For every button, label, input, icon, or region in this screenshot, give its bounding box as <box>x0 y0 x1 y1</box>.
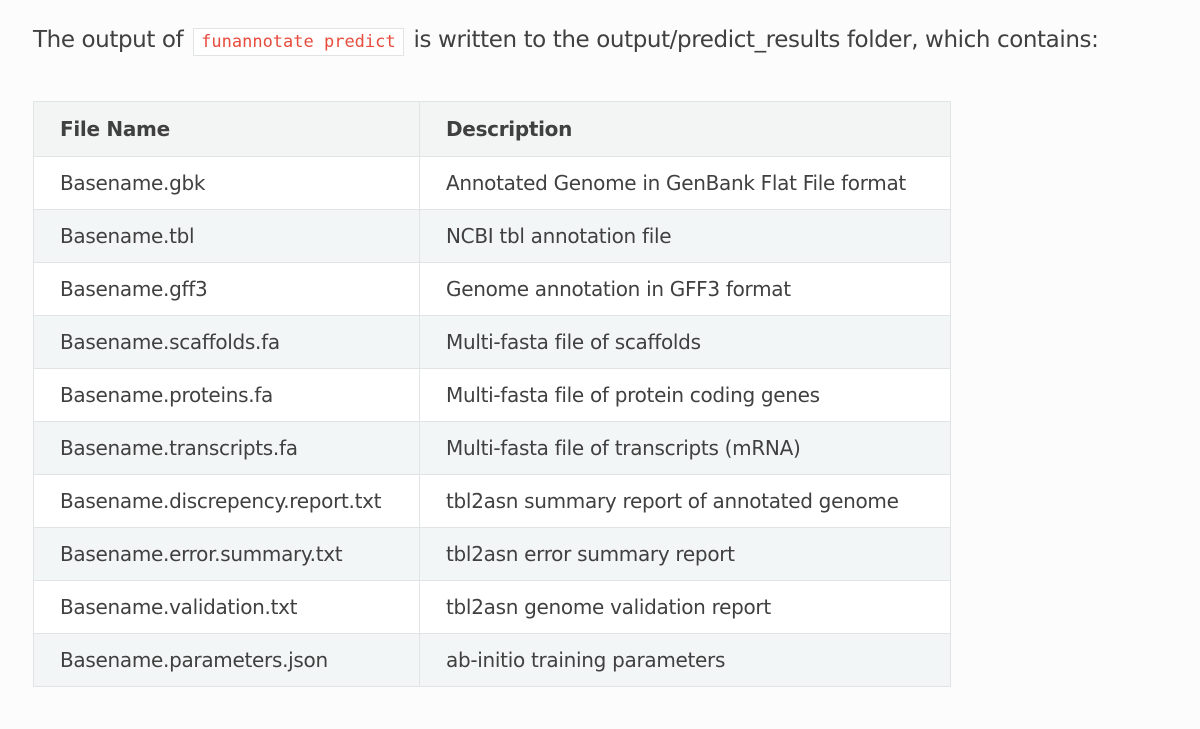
table-row: Basename.proteins.fa Multi-fasta file of … <box>33 368 951 422</box>
file-name-cell: Basename.error.summary.txt <box>33 527 420 581</box>
table-row: Basename.error.summary.txt tbl2asn error … <box>33 527 951 581</box>
file-name-cell: Basename.discrepency.report.txt <box>33 474 420 528</box>
table-row: Basename.parameters.json ab-initio traini… <box>33 633 951 687</box>
description-cell: NCBI tbl annotation file <box>419 209 951 263</box>
description-cell: Multi-fasta file of transcripts (mRNA) <box>419 421 951 475</box>
table-row: Basename.scaffolds.fa Multi-fasta file of… <box>33 315 951 369</box>
description-cell: tbl2asn summary report of annotated geno… <box>419 474 951 528</box>
description-cell: tbl2asn genome validation report <box>419 580 951 634</box>
table-row: Basename.gbk Annotated Genome in GenBank … <box>33 156 951 210</box>
table-header-row: File Name Description <box>33 101 951 157</box>
description-cell: tbl2asn error summary report <box>419 527 951 581</box>
file-name-cell: Basename.transcripts.fa <box>33 421 420 475</box>
description-cell: ab-initio training parameters <box>419 633 951 687</box>
description-cell: Genome annotation in GFF3 format <box>419 262 951 316</box>
file-name-cell: Basename.gff3 <box>33 262 420 316</box>
intro-text-after: is written to the output/predict_results… <box>413 27 1099 53</box>
header-file-name: File Name <box>33 101 420 157</box>
file-name-cell: Basename.parameters.json <box>33 633 420 687</box>
table-row: Basename.discrepency.report.txt tbl2asn s… <box>33 474 951 528</box>
file-name-cell: Basename.scaffolds.fa <box>33 315 420 369</box>
table-row: Basename.validation.txt tbl2asn genome va… <box>33 580 951 634</box>
header-description: Description <box>419 101 951 157</box>
file-name-cell: Basename.validation.txt <box>33 580 420 634</box>
output-files-table: File Name Description Basename.gbk Annota… <box>33 101 951 687</box>
file-name-cell: Basename.tbl <box>33 209 420 263</box>
inline-code: funannotate predict <box>193 28 404 56</box>
table-row: Basename.tbl NCBI tbl annotation file <box>33 209 951 263</box>
description-cell: Multi-fasta file of protein coding genes <box>419 368 951 422</box>
description-cell: Multi-fasta file of scaffolds <box>419 315 951 369</box>
file-name-cell: Basename.gbk <box>33 156 420 210</box>
description-cell: Annotated Genome in GenBank Flat File fo… <box>419 156 951 210</box>
table-row: Basename.gff3 Genome annotation in GFF3 f… <box>33 262 951 316</box>
table-row: Basename.transcripts.fa Multi-fasta file … <box>33 421 951 475</box>
intro-paragraph: The output of funannotate predict is wri… <box>33 22 1099 60</box>
file-name-cell: Basename.proteins.fa <box>33 368 420 422</box>
intro-text-before: The output of <box>33 27 184 53</box>
